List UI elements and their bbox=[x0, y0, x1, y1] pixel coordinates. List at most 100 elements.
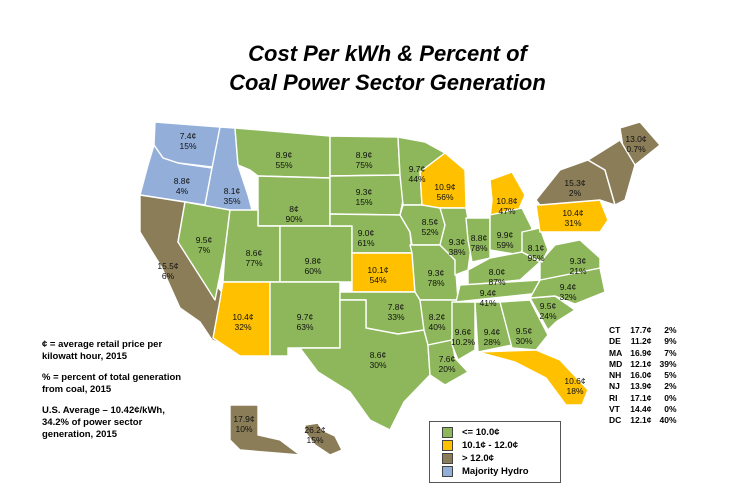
table-row: DE 11.2¢ 9% bbox=[605, 336, 681, 347]
state-label-coal: 35% bbox=[223, 196, 240, 206]
state-label-coal: 38% bbox=[448, 247, 465, 257]
state-label-price: 8.8¢ bbox=[174, 176, 191, 186]
legend-item-mid: 10.1¢ - 12.0¢ bbox=[442, 439, 560, 452]
state-label-price: 7.8¢ bbox=[388, 302, 405, 312]
table-row: CT 17.7¢ 2% bbox=[605, 325, 681, 336]
state-label-coal: 90% bbox=[285, 214, 302, 224]
state-price: 16.0¢ bbox=[630, 370, 652, 381]
state-in bbox=[465, 217, 491, 263]
state-label-coal: 40% bbox=[428, 322, 445, 332]
note-percent: % = percent of total generation from coa… bbox=[42, 372, 182, 395]
state-tx bbox=[299, 299, 431, 431]
state-label-coal: 21% bbox=[569, 266, 586, 276]
state-label-coal: 32% bbox=[559, 292, 576, 302]
legend-label-low: <= 10.0¢ bbox=[462, 427, 500, 438]
map-legend: <= 10.0¢ 10.1¢ - 12.0¢ > 12.0¢ Majority … bbox=[429, 421, 561, 483]
state-label-coal: 15% bbox=[355, 197, 372, 207]
map-title-line-2: Coal Power Sector Generation bbox=[229, 70, 546, 95]
state-label-price: 9.3¢ bbox=[428, 268, 445, 278]
map-title-line-1: Cost Per kWh & Percent of bbox=[248, 41, 527, 66]
legend-swatch-hydro bbox=[442, 466, 453, 477]
state-price: 16.9¢ bbox=[630, 347, 652, 358]
state-label-coal: 15% bbox=[179, 141, 196, 151]
table-row: VT 14.4¢ 0% bbox=[605, 404, 681, 415]
state-label-price: 8.2¢ bbox=[429, 312, 446, 322]
state-label-coal: 54% bbox=[369, 275, 386, 285]
state-label-price: 8.9¢ bbox=[276, 150, 293, 160]
state-label-price: 9.3¢ bbox=[356, 187, 373, 197]
state-label-coal: 78% bbox=[427, 278, 444, 288]
state-new-england bbox=[587, 139, 636, 206]
state-nm bbox=[269, 281, 341, 357]
state-label-coal: 30% bbox=[369, 360, 386, 370]
state-label-price: 10.9¢ bbox=[434, 182, 456, 192]
state-label-price: 8.0¢ bbox=[489, 267, 506, 277]
state-price: 17.7¢ bbox=[630, 325, 652, 335]
state-label-price: 7.4¢ bbox=[180, 131, 197, 141]
legend-label-high: > 12.0¢ bbox=[462, 453, 494, 464]
state-label-price: 10.6¢ bbox=[564, 376, 586, 386]
state-label-coal: 28% bbox=[483, 337, 500, 347]
state-label-coal: 52% bbox=[421, 227, 438, 237]
state-price: 12.1¢ bbox=[630, 415, 652, 426]
state-label-price: 13.0¢ bbox=[625, 134, 647, 144]
state-abbr: DC bbox=[609, 415, 622, 426]
state-abbr: VT bbox=[609, 404, 620, 415]
state-coal: 0% bbox=[664, 404, 677, 415]
state-abbr: MD bbox=[609, 358, 623, 369]
state-label-coal: 4% bbox=[176, 186, 189, 196]
state-label-price: 8.6¢ bbox=[246, 248, 263, 258]
state-coal: 40% bbox=[659, 415, 677, 426]
state-label-price: 9.6¢ bbox=[455, 327, 472, 337]
state-label-price: 9.3¢ bbox=[449, 237, 466, 247]
state-label-price: 15.5¢ bbox=[157, 261, 179, 271]
state-label-coal: 56% bbox=[436, 192, 453, 202]
state-fl bbox=[477, 349, 589, 406]
state-abbr: DE bbox=[609, 336, 621, 347]
state-label-coal: 18% bbox=[566, 386, 583, 396]
state-label-coal: 10% bbox=[235, 424, 252, 434]
table-row: MA 16.9¢ 7% bbox=[605, 348, 681, 359]
state-label-price: 9.5¢ bbox=[196, 235, 213, 245]
state-label-coal: 30% bbox=[515, 336, 532, 346]
state-label-coal: 10.2% bbox=[451, 337, 476, 347]
state-abbr: NJ bbox=[609, 381, 620, 392]
state-label-price: 8.9¢ bbox=[356, 150, 373, 160]
state-label-price: 9.5¢ bbox=[516, 326, 533, 336]
legend-item-hydro: Majority Hydro bbox=[442, 465, 560, 478]
state-wv bbox=[521, 227, 549, 263]
state-label-coal: 63% bbox=[296, 322, 313, 332]
table-row: NH 16.0¢ 5% bbox=[605, 370, 681, 381]
state-price: 13.9¢ bbox=[630, 381, 652, 392]
state-price: 17.1¢ bbox=[630, 392, 652, 403]
state-label-price: 9.4¢ bbox=[480, 288, 497, 298]
state-price: 12.1¢ bbox=[630, 358, 652, 369]
state-label-coal: 75% bbox=[355, 160, 372, 170]
legend-swatch-mid bbox=[442, 440, 453, 451]
state-coal: 7% bbox=[664, 347, 677, 358]
state-label-coal: 15% bbox=[306, 435, 323, 445]
legend-swatch-high bbox=[442, 453, 453, 464]
state-abbr: CT bbox=[609, 325, 621, 335]
legend-label-hydro: Majority Hydro bbox=[462, 466, 529, 477]
state-label-price: 9.7¢ bbox=[297, 312, 314, 322]
state-label-coal: 95% bbox=[527, 253, 544, 263]
state-label-coal: 77% bbox=[245, 258, 262, 268]
state-label-price: 9.0¢ bbox=[358, 228, 375, 238]
state-label-price: 8¢ bbox=[289, 204, 299, 214]
state-label-coal: 24% bbox=[539, 311, 556, 321]
state-abbr: MA bbox=[609, 347, 623, 358]
state-label-price: 9.7¢ bbox=[409, 164, 426, 174]
state-label-coal: 32% bbox=[234, 322, 251, 332]
state-label-coal: 59% bbox=[496, 240, 513, 250]
state-ms bbox=[451, 301, 476, 361]
state-label-price: 10.4¢ bbox=[562, 208, 584, 218]
state-coal: 0% bbox=[664, 392, 677, 403]
legend-swatch-low bbox=[442, 427, 453, 438]
state-coal: 2% bbox=[664, 381, 677, 392]
state-label-price: 8.6¢ bbox=[370, 350, 387, 360]
state-va bbox=[539, 239, 601, 281]
state-coal: 9% bbox=[664, 336, 677, 347]
state-label-price: 8.1¢ bbox=[224, 186, 241, 196]
small-states-table: CT 17.7¢ 2% DE 11.2¢ 9% MA 16.9¢ 7% MD 12.1¢ 39%… bbox=[605, 325, 681, 427]
